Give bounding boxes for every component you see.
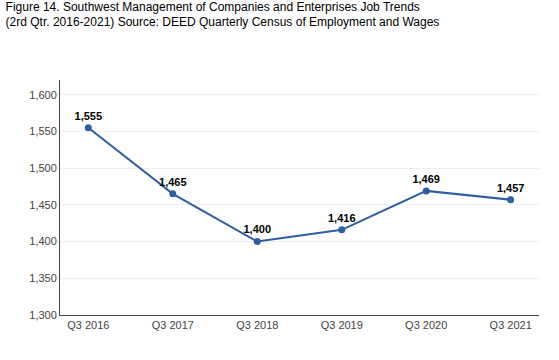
svg-text:1,465: 1,465 — [159, 176, 187, 188]
svg-text:1,457: 1,457 — [497, 182, 525, 194]
svg-text:1,400: 1,400 — [244, 223, 272, 235]
svg-text:1,600: 1,600 — [29, 89, 57, 101]
svg-text:1,350: 1,350 — [29, 272, 57, 284]
svg-text:1,469: 1,469 — [412, 173, 440, 185]
svg-text:1,550: 1,550 — [29, 125, 57, 137]
svg-text:1,450: 1,450 — [29, 199, 57, 211]
svg-text:1,416: 1,416 — [328, 212, 356, 224]
svg-text:1,400: 1,400 — [29, 235, 57, 247]
svg-text:1,555: 1,555 — [75, 110, 103, 122]
svg-text:Figure 14. Southwest Managemen: Figure 14. Southwest Management of Compa… — [6, 0, 440, 29]
svg-text:Q3 2016: Q3 2016 — [67, 319, 109, 331]
svg-text:Q3 2020: Q3 2020 — [405, 319, 447, 331]
svg-text:1,300: 1,300 — [29, 309, 57, 321]
svg-text:1,500: 1,500 — [29, 162, 57, 174]
svg-text:Q3 2019: Q3 2019 — [321, 319, 363, 331]
svg-text:Q3 2018: Q3 2018 — [236, 319, 278, 331]
svg-text:Q3 2021: Q3 2021 — [490, 319, 532, 331]
svg-text:Q3 2017: Q3 2017 — [152, 319, 194, 331]
